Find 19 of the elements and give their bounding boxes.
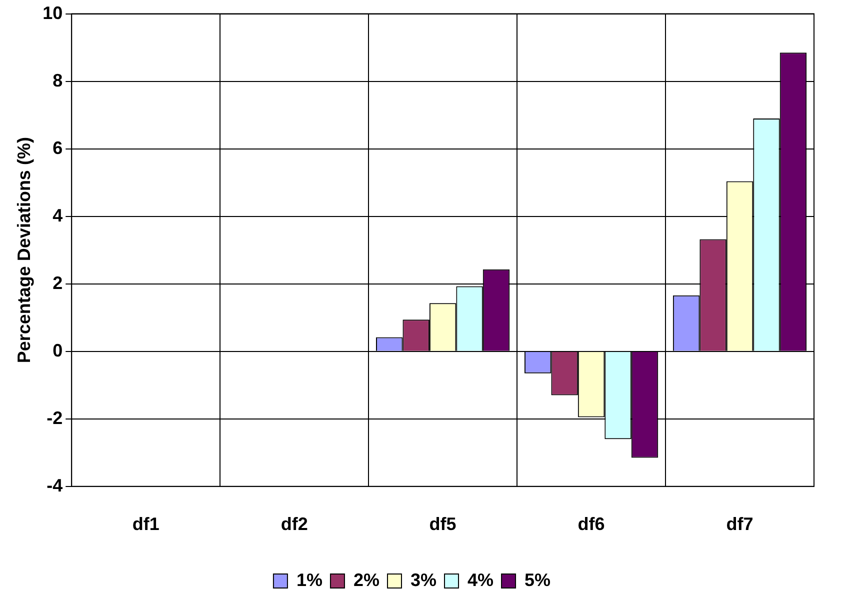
legend-label: 2%	[353, 570, 380, 590]
y-tick-label: 2	[52, 272, 63, 293]
y-tick-label: 4	[52, 205, 63, 226]
legend-label: 3%	[410, 570, 437, 590]
y-tick-label: 10	[42, 2, 63, 23]
y-tick-label: 6	[52, 138, 63, 158]
y-axis-title: Percentage Deviations (%)	[14, 137, 34, 364]
y-tick-label: 0	[52, 340, 63, 360]
legend-label: 4%	[468, 570, 494, 590]
x-tick-label: df5	[429, 514, 456, 534]
y-tick-label: 8	[52, 70, 63, 90]
x-tick-label: df7	[726, 514, 754, 534]
y-tick-label: -4	[46, 475, 63, 496]
x-tick-label: df1	[132, 514, 160, 534]
legend-label: 5%	[524, 570, 551, 590]
legend-label: 1%	[296, 570, 322, 590]
y-tick-label: -2	[46, 408, 63, 428]
x-tick-label: df6	[578, 514, 605, 534]
x-tick-label: df2	[280, 514, 308, 534]
